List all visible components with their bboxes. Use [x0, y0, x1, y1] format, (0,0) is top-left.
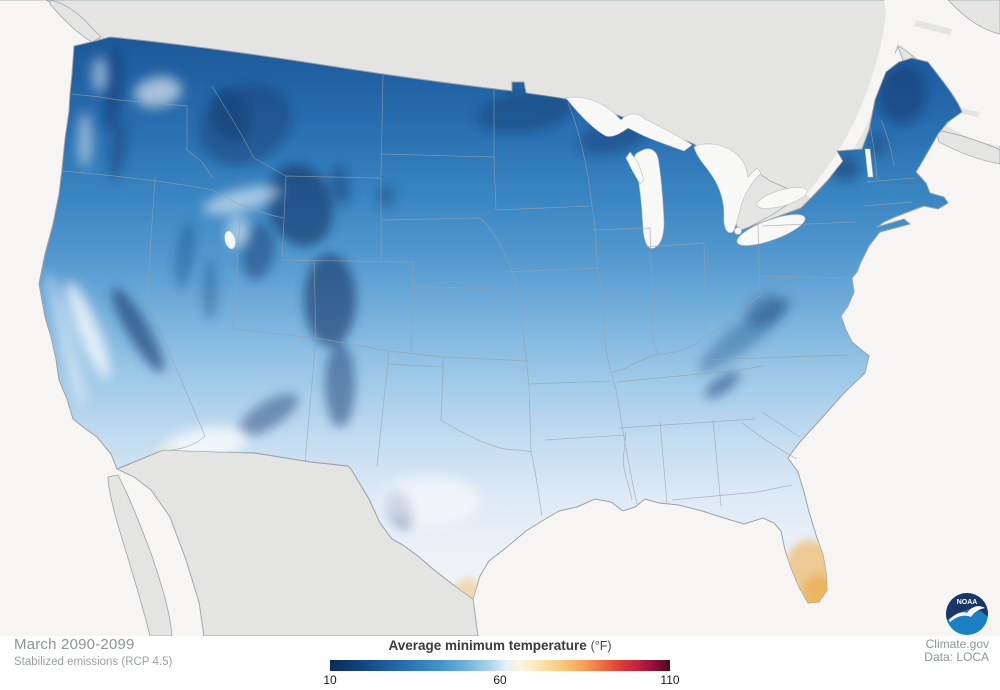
legend-title: Average minimum temperature (°F): [0, 638, 1000, 653]
nova-scotia: [935, 129, 1000, 165]
great-lakes: [565, 96, 874, 249]
legend-unit: (°F): [590, 639, 612, 653]
footer: March 2090-2099 Stabilized emissions (RC…: [0, 636, 1000, 690]
credits: Climate.gov Data: LOCA: [924, 638, 989, 664]
baja-california: [107, 474, 173, 636]
noaa-logo: NOAA: [946, 593, 988, 635]
vancouver-island: [49, 0, 102, 43]
st-lawrence-river: [806, 0, 906, 199]
green-bay: [625, 151, 645, 185]
great-salt-lake: [224, 231, 236, 249]
emissions-scenario-label: Stabilized emissions (RCP 4.5): [14, 656, 173, 668]
legend-tick: 110: [660, 673, 680, 687]
legend-tick: 10: [323, 673, 337, 687]
lake-huron: [693, 143, 762, 233]
source-credit: Climate.gov: [925, 637, 989, 651]
gulf-of-st-lawrence: [884, 0, 1000, 146]
anticosti-island: [914, 20, 952, 35]
lake-ontario: [756, 187, 808, 209]
state-borders: [61, 74, 916, 517]
legend-tick: 60: [493, 673, 507, 687]
us-temperature-surface: [38, 36, 963, 604]
lake-champlain: [864, 148, 874, 178]
lake-st-clair: [734, 227, 742, 235]
lake-erie: [736, 214, 806, 246]
temperature-colorbar: [330, 660, 670, 671]
map-period-label: March 2090-2099: [14, 636, 135, 653]
noaa-logo-text: NOAA: [957, 599, 978, 606]
data-credit: Data: LOCA: [924, 650, 989, 664]
map-canvas: [0, 0, 1000, 636]
us-temperature-map: [0, 0, 1000, 636]
lake-superior: [565, 96, 693, 152]
legend-title-text: Average minimum temperature: [388, 638, 587, 653]
